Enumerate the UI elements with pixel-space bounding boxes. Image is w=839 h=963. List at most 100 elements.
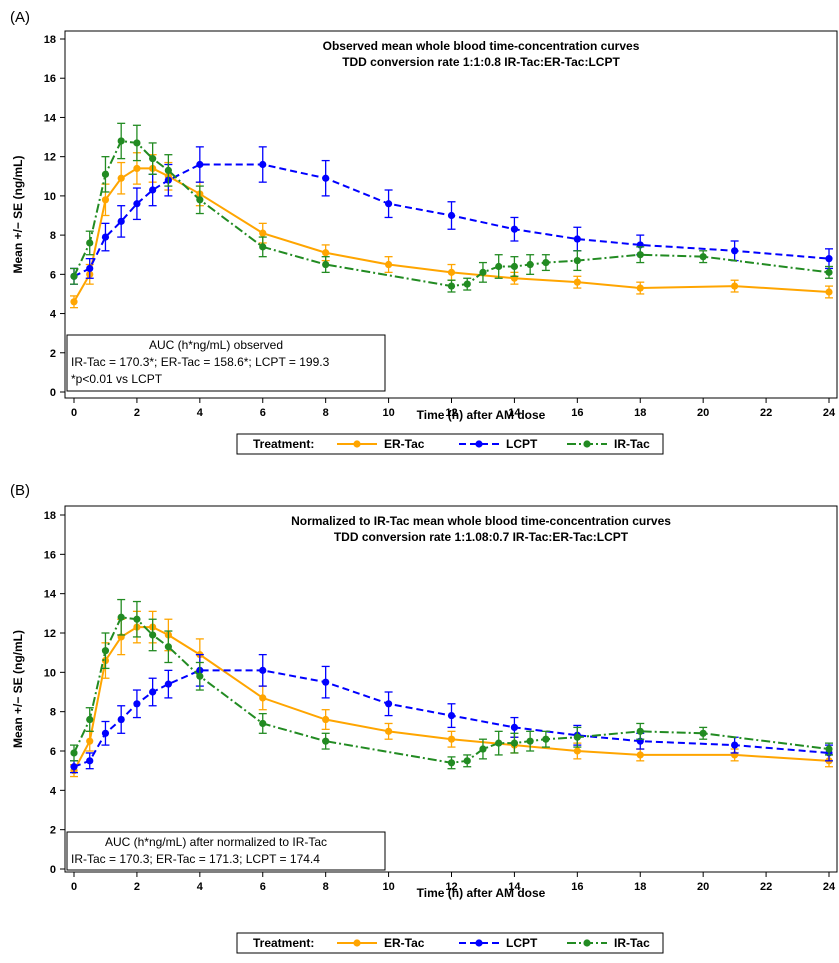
data-point bbox=[149, 631, 157, 639]
data-point bbox=[825, 268, 833, 276]
data-point bbox=[510, 723, 519, 732]
data-point bbox=[149, 155, 157, 163]
data-point bbox=[133, 139, 141, 147]
legend-label: ER-Tac bbox=[384, 936, 425, 950]
panel-label: (A) bbox=[10, 9, 30, 26]
y-tick-label: 8 bbox=[50, 230, 56, 242]
data-point bbox=[86, 264, 94, 273]
data-point bbox=[133, 700, 141, 708]
data-point bbox=[101, 729, 110, 737]
data-point bbox=[117, 715, 125, 724]
x-tick-label: 18 bbox=[634, 881, 646, 893]
data-point bbox=[825, 288, 833, 296]
x-tick-label: 18 bbox=[634, 407, 646, 419]
data-point bbox=[322, 678, 330, 686]
y-tick-label: 6 bbox=[50, 269, 56, 281]
x-tick-label: 22 bbox=[760, 407, 772, 419]
x-tick-label: 4 bbox=[197, 881, 204, 893]
data-point bbox=[495, 739, 503, 747]
data-point bbox=[825, 255, 833, 263]
y-tick-label: 16 bbox=[44, 549, 56, 561]
y-tick-label: 6 bbox=[50, 746, 56, 758]
x-tick-label: 8 bbox=[323, 407, 329, 419]
data-point bbox=[117, 137, 125, 145]
y-tick-label: 0 bbox=[50, 387, 56, 399]
data-point bbox=[447, 759, 456, 767]
data-point bbox=[86, 239, 94, 247]
legend-title: Treatment: bbox=[253, 437, 314, 451]
data-point bbox=[699, 729, 707, 737]
data-point bbox=[447, 735, 456, 743]
data-point bbox=[447, 268, 456, 276]
legend-label: LCPT bbox=[506, 936, 538, 950]
legend-label: IR-Tac bbox=[614, 936, 650, 950]
data-point bbox=[636, 751, 644, 759]
y-tick-label: 2 bbox=[50, 825, 56, 837]
data-point bbox=[384, 200, 393, 208]
y-tick-label: 2 bbox=[50, 348, 56, 360]
data-point bbox=[463, 280, 471, 288]
panel-label: (B) bbox=[10, 482, 30, 499]
data-point bbox=[259, 694, 267, 702]
series-lcpt bbox=[70, 653, 833, 774]
auc-note-line: IR-Tac = 170.3; ER-Tac = 171.3; LCPT = 1… bbox=[71, 852, 320, 866]
data-point bbox=[510, 225, 519, 233]
legend-swatch-marker bbox=[353, 440, 361, 448]
data-point bbox=[70, 298, 78, 306]
series-lcpt bbox=[70, 146, 833, 285]
data-point bbox=[70, 272, 78, 280]
data-point bbox=[133, 164, 141, 173]
data-point bbox=[573, 733, 581, 741]
data-point bbox=[573, 747, 581, 755]
data-point bbox=[196, 160, 204, 169]
data-point bbox=[731, 247, 739, 255]
data-point bbox=[447, 211, 456, 220]
legend-swatch-marker bbox=[475, 440, 483, 448]
data-point bbox=[447, 712, 456, 720]
x-axis-title: Time (h) after AM dose bbox=[417, 886, 546, 900]
legend-box bbox=[236, 932, 664, 954]
data-point bbox=[196, 672, 204, 680]
x-tick-label: 20 bbox=[697, 407, 709, 419]
x-tick-label: 0 bbox=[71, 881, 77, 893]
x-tick-label: 16 bbox=[571, 407, 583, 419]
auc-note-line: IR-Tac = 170.3*; ER-Tac = 158.6*; LCPT =… bbox=[71, 355, 330, 369]
data-point bbox=[636, 251, 644, 259]
series-ir-tac bbox=[70, 598, 833, 770]
data-point bbox=[526, 260, 534, 269]
auc-note-line: AUC (h*ng/mL) observed bbox=[149, 338, 283, 352]
chart-subtitle: TDD conversion rate 1:1.08:0.7 IR-Tac:ER… bbox=[334, 530, 629, 544]
y-tick-label: 12 bbox=[44, 628, 56, 640]
data-point bbox=[573, 235, 581, 243]
legend: Treatment: ER-Tac LCPT IR-Tac bbox=[236, 433, 664, 455]
legend-swatch-marker bbox=[353, 939, 361, 947]
x-tick-label: 2 bbox=[134, 881, 140, 893]
legend-swatch-marker bbox=[583, 440, 591, 448]
y-axis-title: Mean +/− SE (ng/mL) bbox=[11, 155, 25, 273]
data-point bbox=[149, 186, 157, 194]
data-point bbox=[825, 745, 833, 753]
data-point bbox=[117, 613, 125, 621]
y-tick-label: 12 bbox=[44, 152, 56, 164]
data-point bbox=[164, 680, 172, 688]
data-point bbox=[117, 174, 125, 182]
x-tick-label: 22 bbox=[760, 881, 772, 893]
x-tick-label: 4 bbox=[197, 407, 204, 419]
y-tick-label: 4 bbox=[50, 785, 57, 797]
legend-swatch-marker bbox=[475, 939, 483, 947]
data-point bbox=[86, 757, 94, 765]
data-point bbox=[573, 278, 581, 286]
x-tick-label: 12 bbox=[445, 407, 457, 419]
chart-title: Normalized to IR-Tac mean whole blood ti… bbox=[291, 514, 671, 528]
data-point bbox=[101, 196, 110, 204]
x-tick-label: 16 bbox=[571, 881, 583, 893]
data-point bbox=[463, 757, 471, 765]
series-line bbox=[73, 626, 830, 772]
data-point bbox=[479, 745, 487, 753]
y-tick-label: 18 bbox=[44, 34, 56, 46]
auc-note-line: AUC (h*ng/mL) after normalized to IR-Tac bbox=[105, 835, 327, 849]
auc-note-line: *p<0.01 vs LCPT bbox=[71, 372, 163, 386]
legend-label: IR-Tac bbox=[614, 437, 650, 451]
y-tick-label: 8 bbox=[50, 707, 56, 719]
